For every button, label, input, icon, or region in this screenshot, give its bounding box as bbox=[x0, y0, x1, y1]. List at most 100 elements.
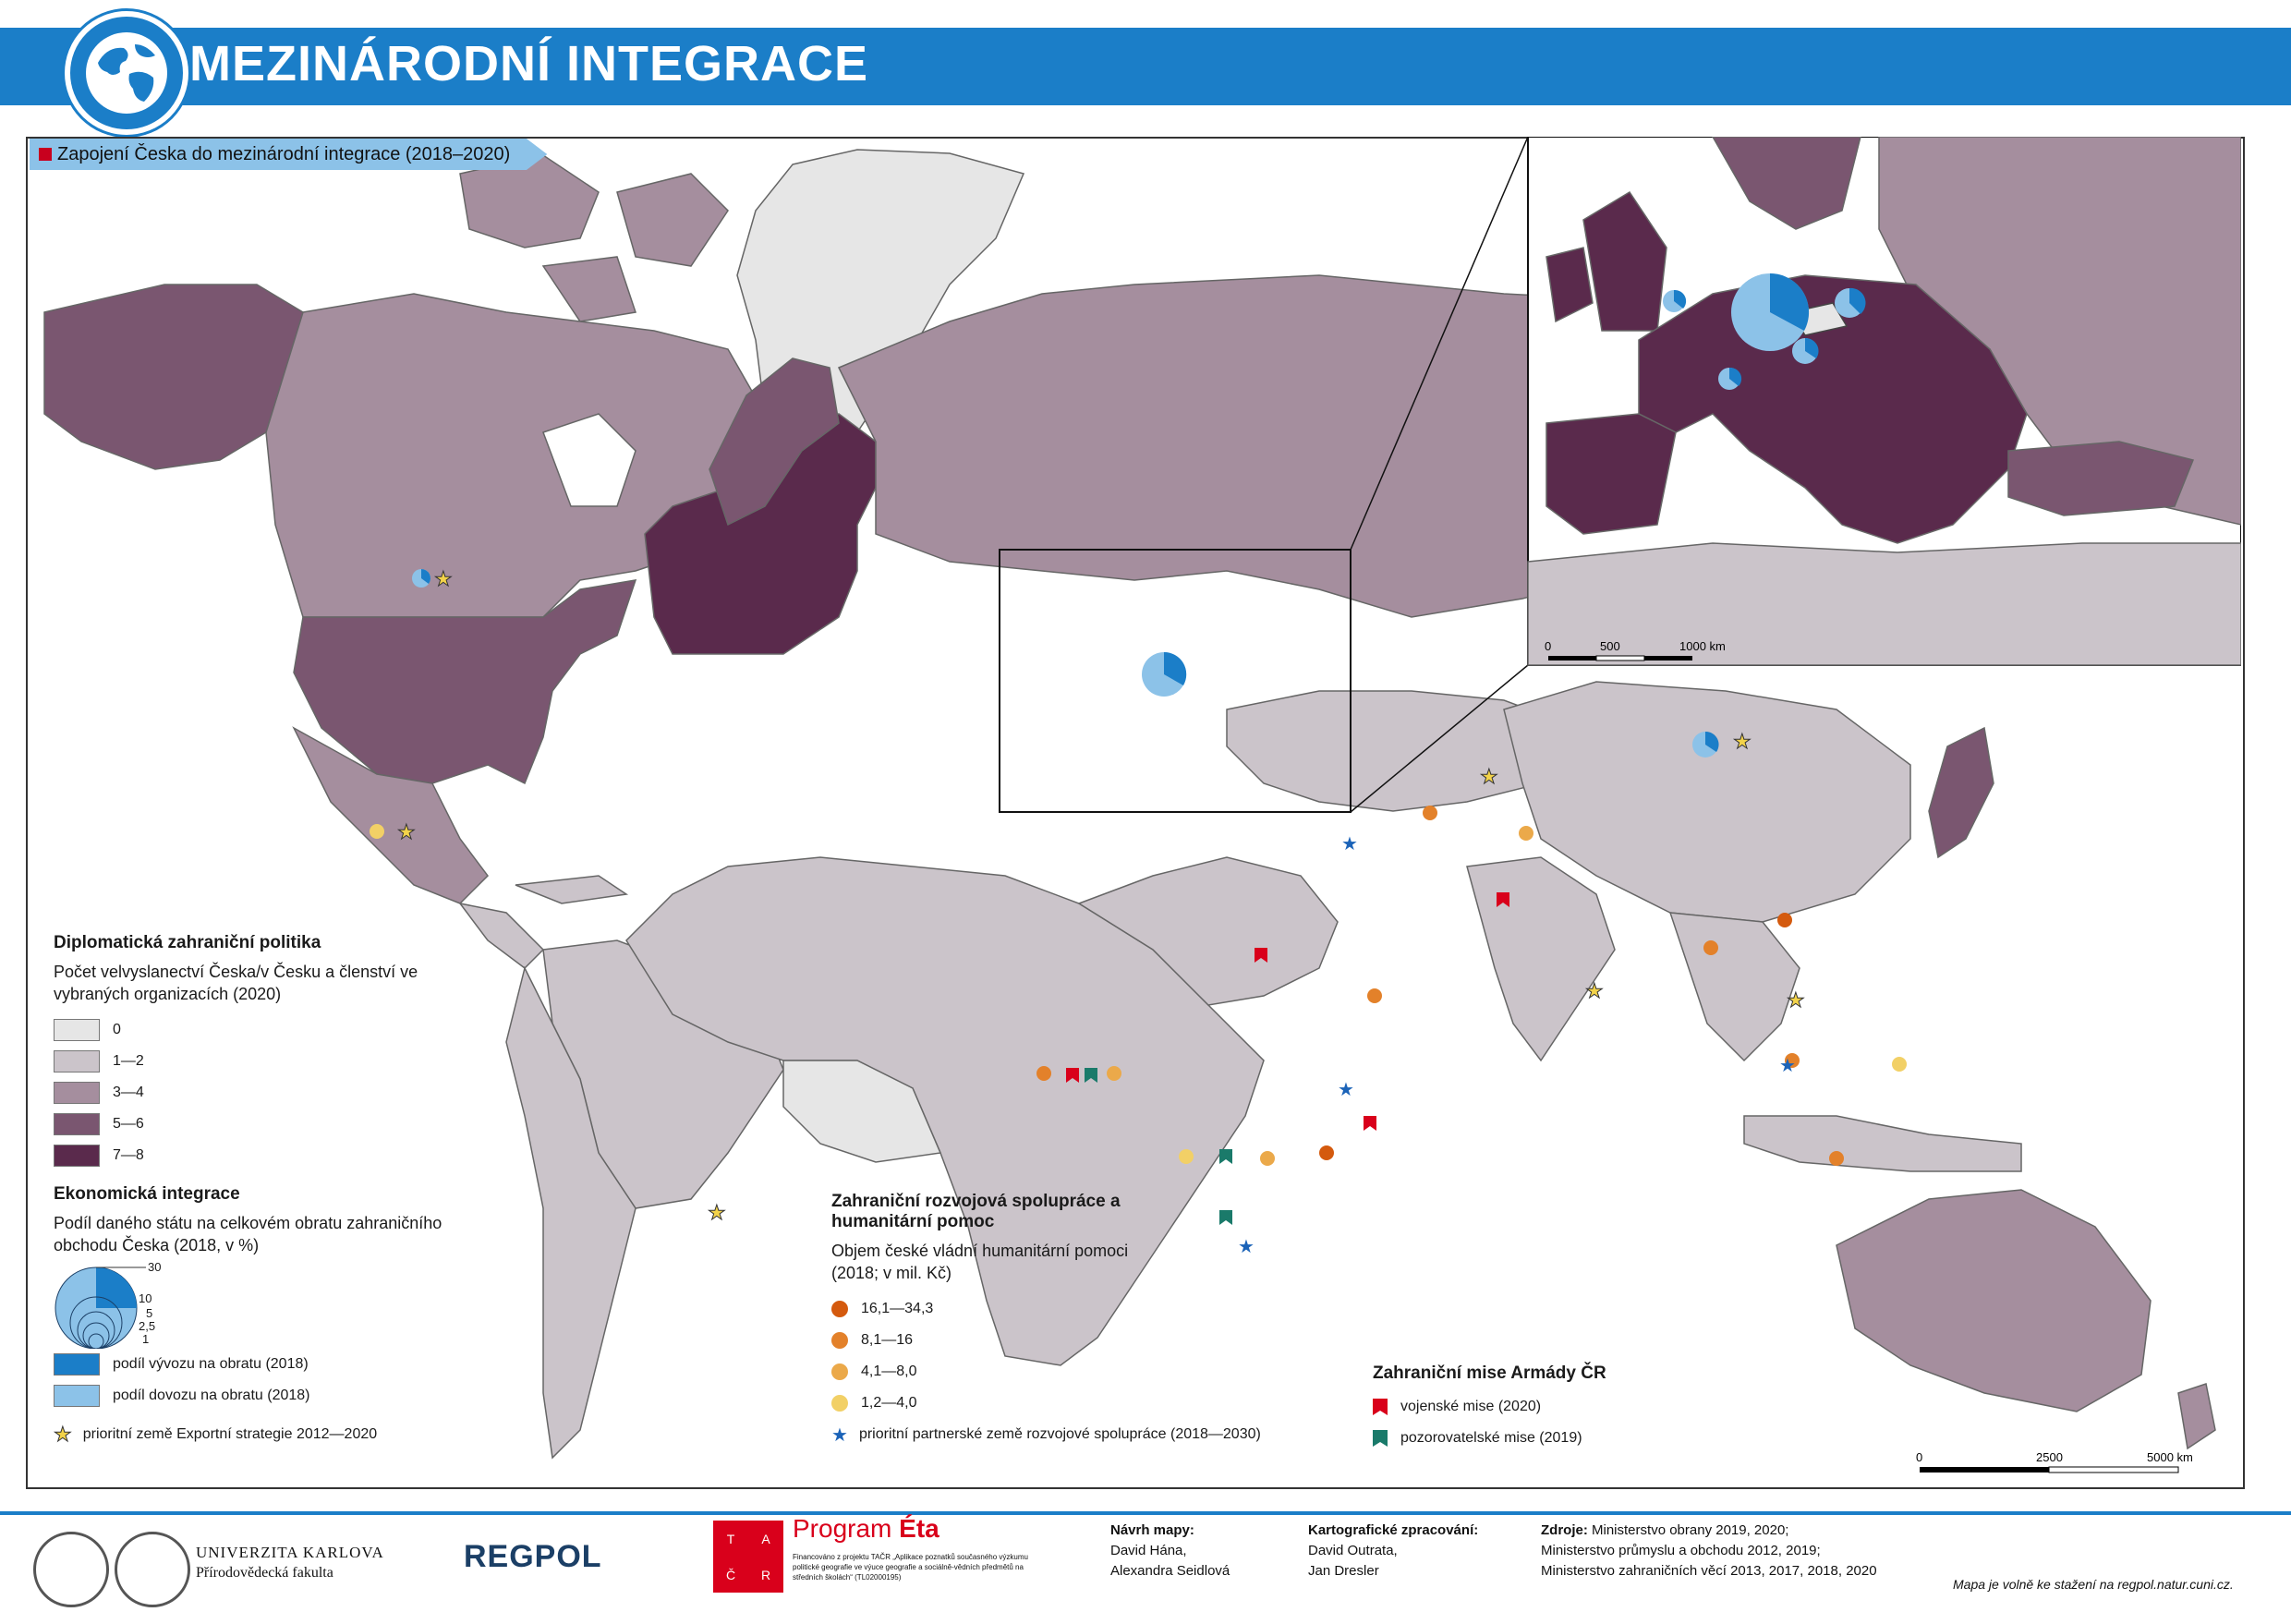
proportional-circles: 30 10 5 2,5 1 bbox=[54, 1260, 479, 1350]
scale-inset-500: 500 bbox=[1600, 639, 1620, 653]
priority-star: ★ bbox=[397, 821, 416, 844]
scale-main-5000: 5000 km bbox=[2147, 1450, 2193, 1464]
scale-bar-main: 0 2500 5000 km bbox=[1916, 1450, 2193, 1473]
legend-aid-row: 8,1—16 bbox=[831, 1325, 1349, 1356]
aid-dot bbox=[1260, 1151, 1275, 1166]
inset-iberia bbox=[1546, 413, 1677, 535]
legend-economy-heading: Ekonomická integrace bbox=[54, 1184, 240, 1204]
aid-dot-class-1 bbox=[831, 1301, 848, 1317]
europe-inset bbox=[1527, 137, 2241, 666]
military-mission-flag bbox=[1066, 1068, 1079, 1083]
legend-aid: Zahraniční rozvojová spolupráce a humani… bbox=[831, 1192, 1349, 1450]
partner-star-icon: ★ bbox=[831, 1424, 848, 1446]
regpol-logo: REGPOL bbox=[464, 1539, 602, 1574]
legend-aid-subtitle: Objem české vládní humanitární pomoci (2… bbox=[831, 1242, 1129, 1282]
aid-dot bbox=[1036, 1066, 1051, 1081]
priority-label: prioritní země Exportní strategie 2012—2… bbox=[82, 1426, 378, 1442]
class-label: 7—8 bbox=[113, 1147, 144, 1163]
swatch-class-3-4 bbox=[54, 1082, 100, 1104]
swatch-import bbox=[54, 1385, 100, 1407]
legend-partner-row: ★ prioritní partnerské země rozvojové spo… bbox=[831, 1419, 1349, 1450]
legend-observer-row: pozorovatelské mise (2019) bbox=[1373, 1423, 1742, 1454]
pie-china bbox=[1692, 731, 1719, 757]
legend-army-heading: Zahraniční mise Armády ČR bbox=[1373, 1363, 1606, 1383]
inset-scandinavia bbox=[1712, 137, 1861, 230]
legend-priority-row: ★ prioritní země Exportní strategie 2012—… bbox=[54, 1419, 479, 1450]
country-mexico bbox=[292, 726, 489, 904]
aid-dot bbox=[1785, 1053, 1800, 1068]
tacr-letter: A bbox=[761, 1531, 770, 1546]
carto-label: Kartografické zpracování: bbox=[1308, 1522, 1479, 1538]
partner-label: prioritní partnerské země rozvojové spol… bbox=[858, 1426, 1261, 1442]
priority-star: ★ bbox=[708, 1202, 726, 1225]
aid-class-label: 16,1—34,3 bbox=[861, 1301, 934, 1316]
partner-star: ★ bbox=[1341, 832, 1358, 854]
military-label: vojenské mise (2020) bbox=[1400, 1399, 1542, 1414]
class-label: 3—4 bbox=[113, 1085, 144, 1100]
inset-north-africa bbox=[1527, 542, 2241, 666]
pie-usa bbox=[412, 569, 431, 588]
legend-aid-row: 1,2—4,0 bbox=[831, 1388, 1349, 1419]
priority-star: ★ bbox=[1480, 766, 1498, 789]
aid-class-label: 1,2—4,0 bbox=[861, 1395, 917, 1411]
inset-turkey bbox=[2007, 441, 2195, 516]
country-scandinavia bbox=[709, 358, 840, 527]
program-name: Éta bbox=[899, 1514, 939, 1543]
legend-class-row: 0 bbox=[54, 1014, 479, 1046]
source-item: Ministerstvo průmyslu a obchodu 2012, 20… bbox=[1541, 1543, 1821, 1558]
observer-mission-flag bbox=[1219, 1210, 1232, 1225]
military-mission-flag bbox=[1364, 1116, 1376, 1131]
country-japan bbox=[1928, 726, 1994, 859]
tacr-letter: Č bbox=[725, 1567, 736, 1582]
swatch-class-7-8 bbox=[54, 1145, 100, 1167]
tacr-letter: T bbox=[726, 1531, 735, 1546]
program-word: Program bbox=[793, 1514, 892, 1543]
scale-inset-0: 0 bbox=[1545, 639, 1551, 653]
program-note: Financováno z projektu TAČR „Aplikace po… bbox=[793, 1553, 1028, 1582]
pie-germany bbox=[1142, 651, 1187, 697]
university-name: UNIVERZITA KARLOVA bbox=[196, 1544, 384, 1561]
inset-continent bbox=[1638, 274, 2028, 544]
legend-class-row: 5—6 bbox=[54, 1109, 479, 1140]
south-america-west bbox=[505, 965, 636, 1460]
circle-value-5: 5 bbox=[146, 1306, 153, 1320]
swatch-class-1-2 bbox=[54, 1050, 100, 1073]
priority-star-icon: ★ bbox=[54, 1423, 73, 1447]
priority-star: ★ bbox=[1787, 989, 1805, 1012]
inset-pie-uk bbox=[1663, 289, 1687, 312]
source-item: Ministerstvo zahraničních věcí 2013, 201… bbox=[1541, 1563, 1877, 1579]
import-label: podíl dovozu na obratu (2018) bbox=[113, 1388, 310, 1403]
priority-star: ★ bbox=[1733, 731, 1752, 754]
aid-dot bbox=[1777, 913, 1792, 927]
legend-army: Zahraniční mise Armády ČR vojenské mise … bbox=[1373, 1363, 1742, 1454]
legend-diplomacy-subtitle: Počet velvyslanectví Česka/v Česku a čle… bbox=[54, 963, 418, 1003]
legend-aid-row: 16,1—34,3 bbox=[831, 1293, 1349, 1325]
scale-main-2500: 2500 bbox=[2036, 1450, 2063, 1464]
circle-value-30: 30 bbox=[148, 1260, 162, 1274]
aid-dot bbox=[1107, 1066, 1121, 1081]
aid-class-label: 8,1—16 bbox=[861, 1332, 914, 1348]
observer-mission-flag bbox=[1219, 1149, 1232, 1164]
region-middle-east bbox=[1077, 856, 1339, 1006]
legend-military-row: vojenské mise (2020) bbox=[1373, 1391, 1742, 1423]
faculty-seal-icon bbox=[115, 1532, 190, 1607]
legend-economy-subtitle: Podíl daného státu na celkovém obratu za… bbox=[54, 1214, 442, 1254]
inset-pie-italy bbox=[1792, 337, 1819, 364]
legend-class-row: 1—2 bbox=[54, 1046, 479, 1077]
observer-label: pozorovatelské mise (2019) bbox=[1400, 1430, 1582, 1446]
export-label: podíl vývozu na obratu (2018) bbox=[113, 1356, 309, 1372]
map-subtitle-tag: Zapojení Česka do mezinárodní integrace … bbox=[30, 139, 548, 170]
legend-export-row: podíl vývozu na obratu (2018) bbox=[54, 1349, 479, 1380]
source-item: Ministerstvo obrany 2019, 2020; bbox=[1592, 1522, 1789, 1538]
aid-dot bbox=[1367, 988, 1382, 1003]
header: MEZINÁRODNÍ INTEGRACE bbox=[0, 0, 2291, 139]
design-name: Alexandra Seidlová bbox=[1110, 1563, 1230, 1579]
military-mission-flag bbox=[1255, 948, 1267, 963]
country-usa-alaska bbox=[43, 284, 304, 470]
carto-name: Jan Dresler bbox=[1308, 1563, 1379, 1579]
aid-dot bbox=[1892, 1057, 1907, 1072]
observer-mission-flag bbox=[1085, 1068, 1097, 1083]
circle-value-10: 10 bbox=[139, 1291, 152, 1305]
country-usa bbox=[293, 579, 637, 785]
header-bar bbox=[0, 28, 2291, 105]
